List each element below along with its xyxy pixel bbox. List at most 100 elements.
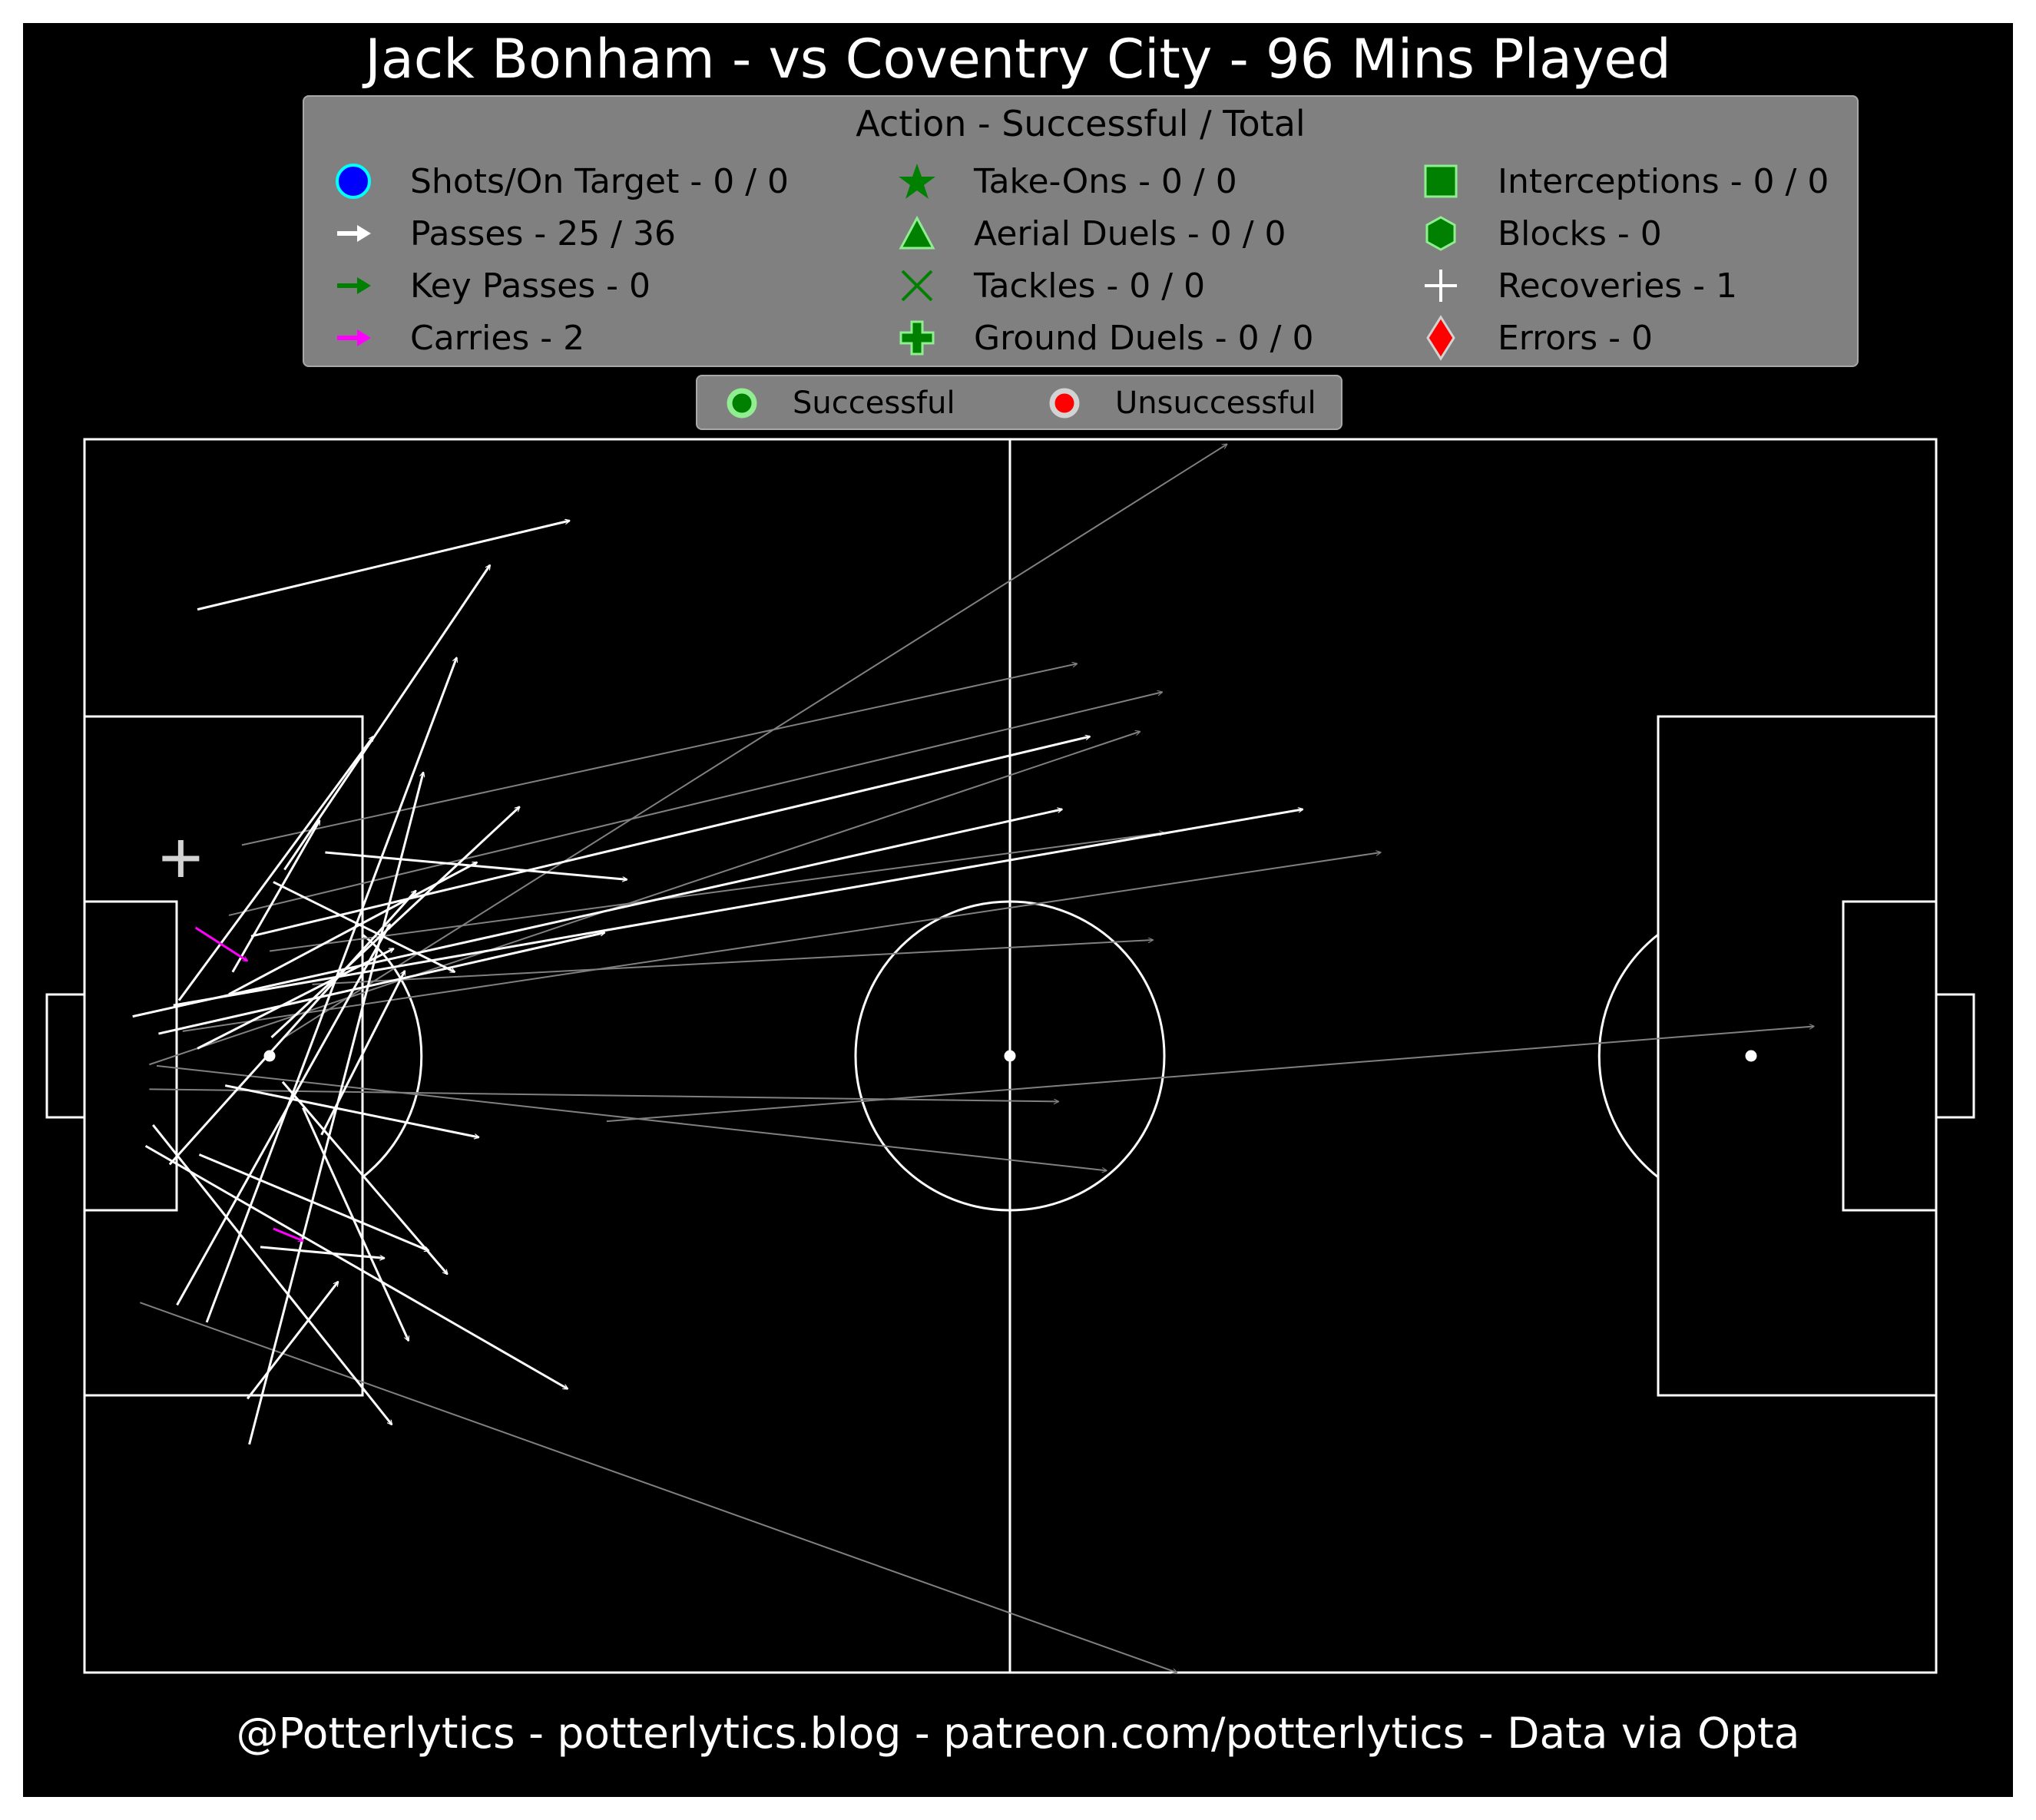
diamond-icon [1418,315,1464,361]
legend-item-take-ons: Take-Ons - 0 / 0 [894,158,1237,204]
legend-label: Ground Duels - 0 / 0 [974,318,1314,358]
legend-label: Key Passes - 0 [410,266,651,306]
triangle-icon [894,210,940,256]
left-penalty-spot [263,1050,276,1062]
legend-label: Interceptions - 0 / 0 [1498,161,1829,201]
left-penalty-area [83,715,364,1397]
legend-label: Passes - 25 / 36 [410,213,676,253]
unsuccessful-pass-arrow [182,852,1381,1032]
legend-item-blocks: Blocks - 0 [1418,210,1662,256]
unsuccessful-pass-arrow [241,663,1077,846]
arrow-green-icon [330,263,376,309]
successful-dot-icon [727,388,757,419]
recoveries [162,840,200,878]
successful-passes [132,521,1303,1445]
unsuccessful-passes [139,444,1814,1673]
hexagon-icon [1418,210,1464,256]
successful-pass-arrow [231,820,321,973]
legend-item-errors: Errors - 0 [1418,315,1653,361]
legend-item-successful: Successful [725,376,955,430]
legend-label: Blocks - 0 [1498,213,1662,253]
legend-item-unsuccessful: Unsuccessful [1048,376,1316,430]
right-penalty-spot [1745,1050,1757,1062]
right-penalty-arc [1597,933,1659,1179]
carries [194,926,303,1243]
successful-pass-arrow [152,1124,392,1425]
legend-label: Aerial Duels - 0 / 0 [974,213,1286,253]
pitch-lines [45,438,1975,1674]
legend-label: Recoveries - 1 [1498,266,1738,306]
successful-pass-arrow [224,1084,478,1137]
action-legend: Action - Successful / Total Shots/On Tar… [303,95,1859,367]
successful-pass-arrow [173,809,1303,1007]
unsuccessful-pass-arrow [149,1088,1058,1101]
arrow-white-icon [330,210,376,256]
legend-item-ground-duels: Ground Duels - 0 / 0 [894,315,1313,361]
legend-item-shots: Shots/On Target - 0 / 0 [330,158,789,204]
square-icon [1418,158,1464,204]
successful-pass-arrow [246,1282,338,1400]
left-goal [45,993,86,1119]
successful-pass-arrow [205,657,456,1323]
unsuccessful-pass-arrow [269,832,1164,952]
right-six-yard-box [1842,900,1938,1212]
plus-white-icon [1418,263,1464,309]
legend-label: Shots/On Target - 0 / 0 [410,161,790,201]
centre-spot [1004,1050,1016,1062]
legend-item-carries: Carries - 2 [330,315,584,361]
centre-circle [854,900,1166,1212]
successful-pass-arrow [168,891,416,1166]
carry-arrow [194,926,248,962]
unsuccessful-pass-arrow [149,732,1140,1066]
successful-pass-arrow [176,924,392,1306]
successful-pass-arrow [250,736,1090,938]
unsuccessful-pass-arrow [228,692,1162,916]
star-icon [894,158,940,204]
successful-pass-arrow [260,1246,385,1258]
successful-pass-arrow [177,736,375,1001]
legend-item-aerial-duels: Aerial Duels - 0 / 0 [894,210,1286,256]
legend-item-key-passes: Key Passes - 0 [330,263,651,309]
successful-pass-arrow [198,1153,429,1252]
legend-label: Carries - 2 [410,318,585,358]
legend-title: Action - Successful / Total [856,103,1306,144]
legend-label: Unsuccessful [1115,386,1316,421]
unsuccessful-pass-arrow [282,444,1227,1040]
plus-green-icon [894,315,940,361]
successful-pass-arrow [281,1080,448,1275]
left-six-yard-box [83,900,178,1212]
right-penalty-area [1657,715,1938,1397]
successful-pass-arrow [132,809,1062,1018]
successful-pass-arrow [197,521,570,611]
legend-label: Successful [793,386,955,421]
unsuccessful-pass-arrow [312,940,1154,985]
successful-pass-arrow [302,1107,410,1341]
recovery-marker [162,840,200,878]
footer-credit: @Potterlytics - potterlytics.blog - patr… [236,1709,1800,1758]
successful-pass-arrow [158,932,604,1035]
unsuccessful-pass-arrow [606,1026,1814,1123]
successful-pass-arrow [273,881,455,974]
legend-label: Take-Ons - 0 / 0 [974,161,1237,201]
x-icon [894,263,940,309]
circle-blue-icon [330,158,376,204]
unsuccessful-pass-arrow [139,1302,1177,1673]
unsuccessful-dot-icon [1049,388,1080,419]
chart-title: Jack Bonham - vs Coventry City - 96 Mins… [365,28,1671,91]
successful-pass-arrow [325,851,627,879]
right-goal [1935,993,1975,1119]
legend-item-passes: Passes - 25 / 36 [330,210,676,256]
successful-pass-arrow [283,565,492,871]
left-penalty-arc [362,933,423,1179]
successful-pass-arrow [144,1144,568,1390]
legend-label: Tackles - 0 / 0 [974,266,1206,306]
unsuccessful-pass-arrow [156,1064,1107,1171]
legend-item-recoveries: Recoveries - 1 [1418,263,1737,309]
arrow-magenta-icon [330,315,376,361]
legend-item-interceptions: Interceptions - 0 / 0 [1418,158,1829,204]
outcome-legend: Successful Unsuccessful [696,375,1342,430]
legend-label: Errors - 0 [1498,318,1654,358]
legend-item-tackles: Tackles - 0 / 0 [894,263,1205,309]
carry-arrow [273,1227,303,1243]
